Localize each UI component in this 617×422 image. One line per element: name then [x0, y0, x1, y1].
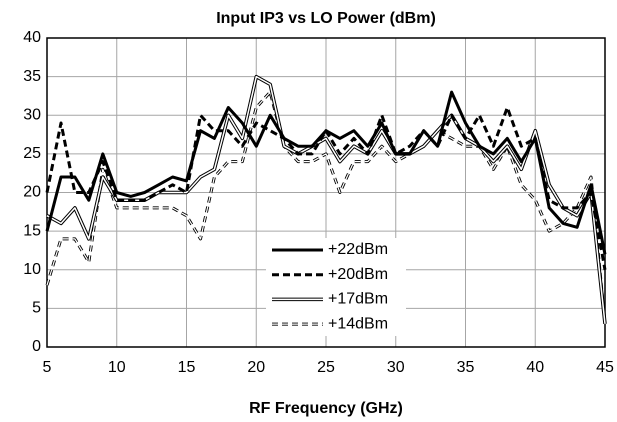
y-tick-label: 35 — [23, 68, 41, 85]
x-tick-label: 15 — [178, 359, 196, 376]
legend-label: +20dBm — [328, 266, 388, 283]
x-tick-label: 30 — [387, 359, 405, 376]
legend-box — [266, 238, 406, 336]
legend-label: +17dBm — [328, 291, 388, 308]
legend-label: +22dBm — [328, 241, 388, 258]
y-tick-label: 25 — [23, 145, 41, 162]
legend-label: +14dBm — [328, 315, 388, 332]
chart-title: Input IP3 vs LO Power (dBm) — [216, 10, 436, 27]
x-tick-label: 10 — [108, 359, 126, 376]
series-line — [46, 91, 606, 324]
x-tick-label: 5 — [43, 359, 52, 376]
legend: +22dBm +20dBm +17dBm +14dBm — [266, 238, 406, 336]
x-tick-label: 25 — [317, 359, 335, 376]
y-tick-label: 0 — [32, 338, 41, 355]
y-tick-label: 5 — [32, 300, 41, 317]
y-tick-label: 10 — [23, 261, 41, 278]
y-tick-label: 30 — [23, 106, 41, 123]
y-tick-label: 20 — [23, 184, 41, 201]
x-tick-label: 35 — [457, 359, 475, 376]
x-tick-label: 45 — [596, 359, 614, 376]
x-tick-label: 20 — [247, 359, 265, 376]
x-axis-label: RF Frequency (GHz) — [249, 400, 403, 417]
y-tick-label: 15 — [23, 222, 41, 239]
series-line — [45, 90, 607, 255]
y-tick-label: 40 — [23, 29, 41, 46]
plot-lines — [45, 74, 607, 324]
x-tick-label: 40 — [526, 359, 544, 376]
